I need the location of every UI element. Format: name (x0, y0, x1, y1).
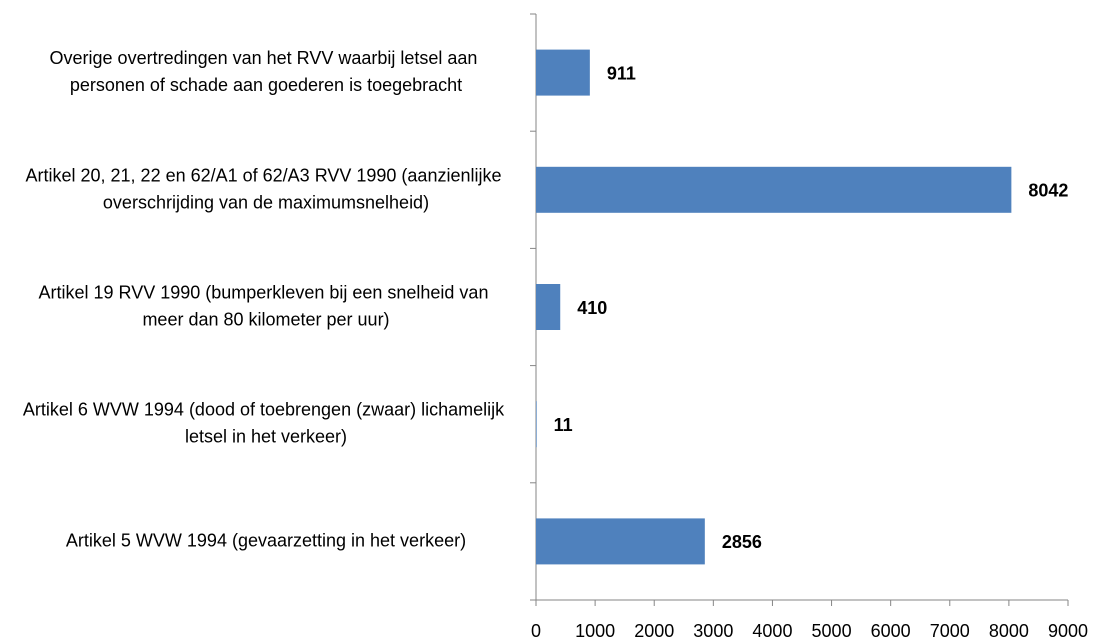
y-tick-label: Artikel 19 RVV 1990 (bumperkleven bij ee… (39, 282, 494, 329)
y-tick-label: Artikel 5 WVW 1994 (gevaarzetting in het… (66, 530, 466, 550)
data-label: 410 (577, 298, 607, 318)
data-label: 11 (554, 415, 573, 435)
data-label: 911 (607, 63, 636, 83)
x-tick-label: 2000 (634, 621, 674, 641)
bar (536, 49, 590, 96)
x-tick-label: 5000 (812, 621, 852, 641)
x-tick-label: 3000 (693, 621, 733, 641)
x-tick-label: 1000 (575, 621, 615, 641)
bar (536, 166, 1012, 213)
y-tick-label: Artikel 20, 21, 22 en 62/A1 of 62/A3 RVV… (26, 165, 507, 212)
bar (536, 284, 561, 330)
x-tick-label: 7000 (930, 621, 970, 641)
bar (536, 518, 705, 565)
y-tick-label: Artikel 6 WVW 1994 (dood of toebrengen (… (23, 399, 509, 446)
x-tick-label: 0 (531, 621, 541, 641)
x-tick-label: 6000 (871, 621, 911, 641)
x-tick-label: 8000 (989, 621, 1029, 641)
data-label: 8042 (1028, 181, 1068, 201)
bar (536, 401, 537, 448)
x-tick-label: 9000 (1048, 621, 1088, 641)
y-tick-label: Overige overtredingen van het RVV waarbi… (50, 48, 483, 95)
data-label: 2856 (722, 532, 762, 552)
x-tick-label: 4000 (752, 621, 792, 641)
